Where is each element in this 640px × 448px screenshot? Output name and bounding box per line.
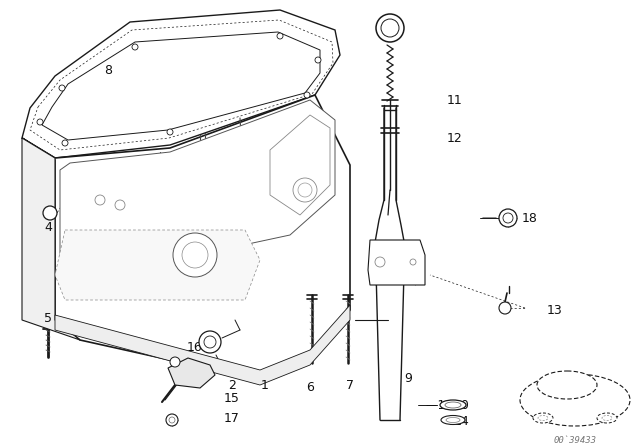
Text: 1: 1 — [261, 379, 269, 392]
Circle shape — [376, 14, 404, 42]
Circle shape — [167, 129, 173, 135]
Circle shape — [199, 331, 221, 353]
Text: 13: 13 — [547, 303, 563, 316]
Circle shape — [204, 336, 216, 348]
Circle shape — [410, 259, 416, 265]
Circle shape — [115, 200, 125, 210]
Ellipse shape — [520, 374, 630, 426]
Ellipse shape — [537, 371, 597, 399]
Circle shape — [170, 357, 180, 367]
Circle shape — [182, 242, 208, 268]
Ellipse shape — [445, 402, 461, 408]
Circle shape — [315, 57, 321, 63]
Polygon shape — [55, 305, 350, 385]
Ellipse shape — [602, 415, 612, 421]
Text: —10: —10 — [426, 399, 454, 412]
Polygon shape — [42, 32, 320, 140]
Text: 3: 3 — [61, 203, 69, 216]
Circle shape — [499, 209, 517, 227]
Text: 4: 4 — [44, 220, 52, 233]
Ellipse shape — [446, 418, 460, 422]
Circle shape — [43, 206, 57, 220]
Circle shape — [132, 44, 138, 50]
Text: 12: 12 — [447, 132, 463, 145]
Text: 6: 6 — [306, 380, 314, 393]
Circle shape — [381, 19, 399, 37]
Ellipse shape — [533, 413, 553, 423]
Ellipse shape — [441, 415, 465, 425]
Text: 5: 5 — [44, 311, 52, 324]
Ellipse shape — [440, 400, 466, 410]
Text: 8: 8 — [104, 64, 112, 77]
Polygon shape — [22, 138, 80, 340]
Text: 18: 18 — [522, 211, 538, 224]
Circle shape — [375, 257, 385, 267]
Circle shape — [298, 183, 312, 197]
Circle shape — [37, 119, 43, 125]
Text: 10: 10 — [454, 399, 470, 412]
Circle shape — [503, 213, 513, 223]
Polygon shape — [22, 95, 350, 380]
Circle shape — [173, 233, 217, 277]
Circle shape — [166, 414, 178, 426]
Text: 14: 14 — [454, 414, 470, 427]
Polygon shape — [168, 358, 215, 388]
Text: 11: 11 — [447, 94, 463, 107]
Text: 16: 16 — [187, 340, 203, 353]
Polygon shape — [368, 240, 425, 285]
Circle shape — [304, 92, 310, 98]
Text: 15: 15 — [224, 392, 240, 405]
Ellipse shape — [597, 413, 617, 423]
Polygon shape — [60, 100, 335, 280]
Text: 00`39433: 00`39433 — [554, 435, 596, 444]
Circle shape — [293, 178, 317, 202]
Polygon shape — [22, 10, 340, 158]
Circle shape — [499, 302, 511, 314]
Text: 2: 2 — [228, 379, 236, 392]
Circle shape — [169, 417, 175, 423]
Text: 17: 17 — [224, 412, 240, 425]
Circle shape — [277, 33, 283, 39]
Circle shape — [62, 140, 68, 146]
Polygon shape — [55, 230, 260, 300]
Text: 7: 7 — [346, 379, 354, 392]
Ellipse shape — [538, 415, 548, 421]
Text: 9: 9 — [404, 371, 412, 384]
Polygon shape — [270, 115, 330, 215]
Circle shape — [95, 195, 105, 205]
Circle shape — [59, 85, 65, 91]
